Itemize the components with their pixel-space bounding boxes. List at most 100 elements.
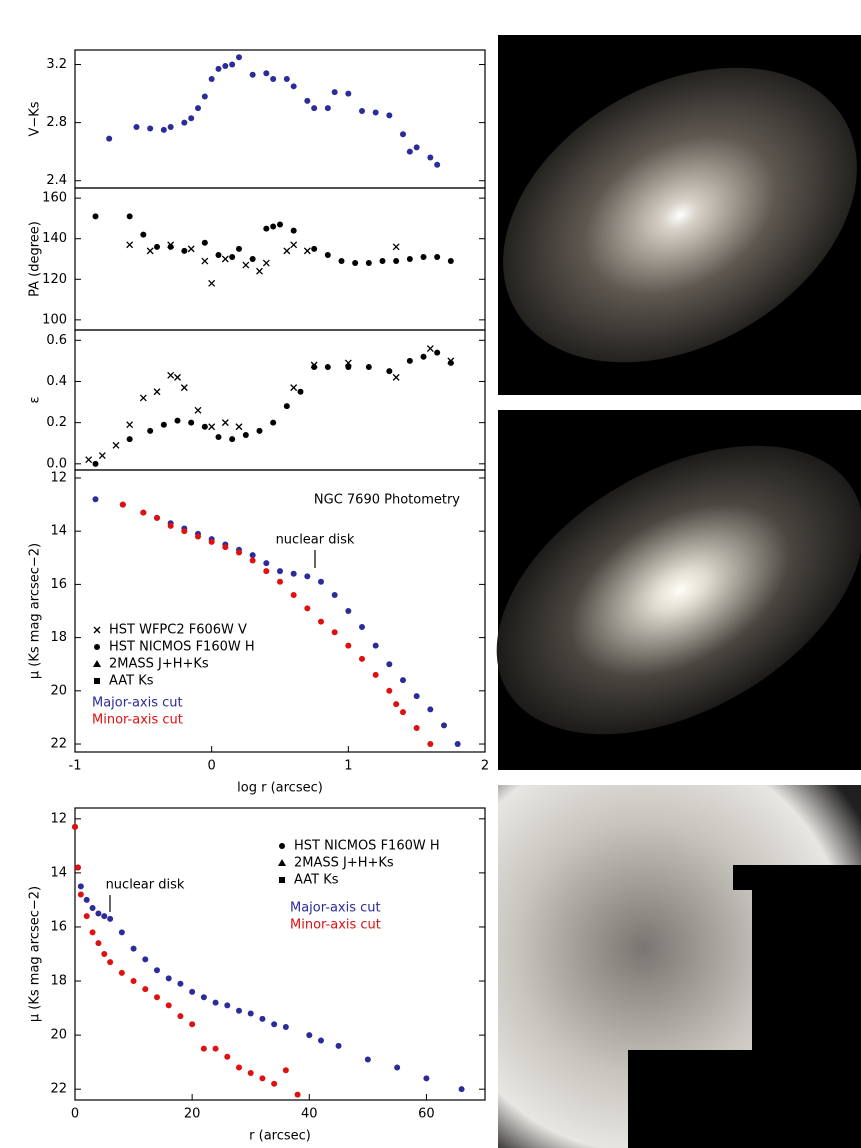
marker-dot (229, 253, 236, 260)
marker-dot (229, 436, 236, 443)
marker-dot (201, 93, 208, 100)
cross-stroke (180, 384, 188, 392)
marker-dot (454, 741, 461, 748)
marker-dot (77, 891, 84, 898)
marker-x (201, 257, 209, 265)
marker-dot (259, 1075, 266, 1082)
marker-dot (400, 131, 406, 138)
marker-dot (107, 959, 114, 966)
marker-dot (420, 353, 427, 360)
marker-dot (165, 1002, 172, 1009)
marker-dot (107, 915, 114, 922)
cross-stroke (303, 247, 311, 255)
marker-dot (167, 123, 174, 130)
marker-dot (177, 1013, 184, 1020)
marker-dot (263, 568, 270, 575)
marker-dot (283, 76, 290, 83)
y-tick-label: 14 (50, 524, 67, 539)
marker-dot (263, 560, 270, 567)
marker-dot (279, 843, 285, 849)
marker-dot (441, 722, 447, 729)
marker-dot (224, 1002, 231, 1009)
y-axis-label: ε (28, 396, 43, 403)
cross-stroke (93, 626, 101, 634)
marker-dot (277, 568, 283, 575)
legend-series: Major-axis cut (92, 696, 183, 711)
marker-dot (92, 496, 99, 503)
marker-dot (83, 896, 90, 903)
marker-dot (154, 514, 160, 521)
marker-dot (92, 460, 99, 467)
marker-dot (189, 988, 196, 995)
cross-stroke (290, 384, 298, 392)
x-axis-label: r (arcsec) (249, 1129, 311, 1144)
y-tick-label: 12 (50, 470, 67, 485)
marker-dot (372, 642, 379, 649)
marker-dot (318, 618, 324, 625)
marker-dot (140, 509, 147, 516)
marker-dot (160, 421, 167, 428)
marker-x (126, 421, 134, 429)
y-axis-label: PA (degree) (28, 221, 43, 297)
marker-dot (290, 227, 297, 234)
marker-dot (83, 913, 90, 920)
marker-dot (167, 522, 174, 529)
marker-dot (263, 225, 270, 232)
legend-series: Major-axis cut (290, 901, 381, 916)
marker-dot (297, 388, 304, 395)
plot-frame (74, 329, 486, 471)
legend-label: HST WFPC2 F606W V (109, 623, 247, 638)
x-tick-label: 40 (301, 1107, 318, 1122)
marker-x (208, 423, 216, 431)
marker-dot (423, 1075, 430, 1082)
marker-dot (372, 109, 379, 116)
marker-dot (345, 608, 352, 614)
marker-dot (413, 144, 420, 151)
plot-frame (74, 807, 486, 1101)
marker-triangle (278, 859, 286, 866)
legend-series: Minor-axis cut (290, 918, 381, 933)
marker-x (208, 279, 216, 287)
cross-stroke (262, 259, 270, 267)
marker-dot (249, 71, 256, 78)
cross-stroke (174, 373, 181, 381)
marker-dot (236, 1007, 242, 1014)
cross-stroke (167, 371, 175, 379)
marker-dot (386, 368, 393, 375)
marker-dot (154, 994, 160, 1001)
marker-dot (140, 231, 147, 238)
marker-dot (406, 357, 413, 364)
marker-dot (386, 661, 393, 668)
marker-dot (249, 256, 256, 262)
marker-x (174, 373, 181, 381)
marker-dot (311, 245, 318, 252)
marker-x (392, 243, 400, 251)
cross-stroke (126, 421, 134, 429)
x-tick-label: 60 (418, 1107, 435, 1122)
marker-dot (352, 260, 359, 267)
marker-dot (413, 693, 420, 700)
marker-dot (174, 417, 181, 424)
y-tick-label: 16 (50, 919, 67, 934)
marker-dot (247, 1069, 254, 1076)
marker-x (235, 423, 243, 431)
y-tick-label: 16 (50, 577, 67, 592)
marker-dot (427, 706, 434, 713)
marker-dot (181, 119, 188, 126)
marker-dot (130, 945, 137, 952)
marker-dot (215, 251, 222, 258)
marker-dot (101, 913, 108, 920)
marker-dot (331, 89, 338, 96)
marker-dot (318, 1037, 324, 1044)
marker-dot (222, 544, 229, 551)
marker-dot (200, 1045, 207, 1052)
marker-dot (345, 90, 352, 97)
marker-dot (359, 655, 365, 662)
marker-x (221, 419, 229, 427)
marker-dot (263, 70, 270, 77)
marker-dot (364, 1056, 371, 1063)
cross-stroke (392, 243, 400, 251)
marker-dot (372, 671, 379, 678)
marker-dot (249, 552, 256, 559)
marker-x (112, 441, 120, 449)
